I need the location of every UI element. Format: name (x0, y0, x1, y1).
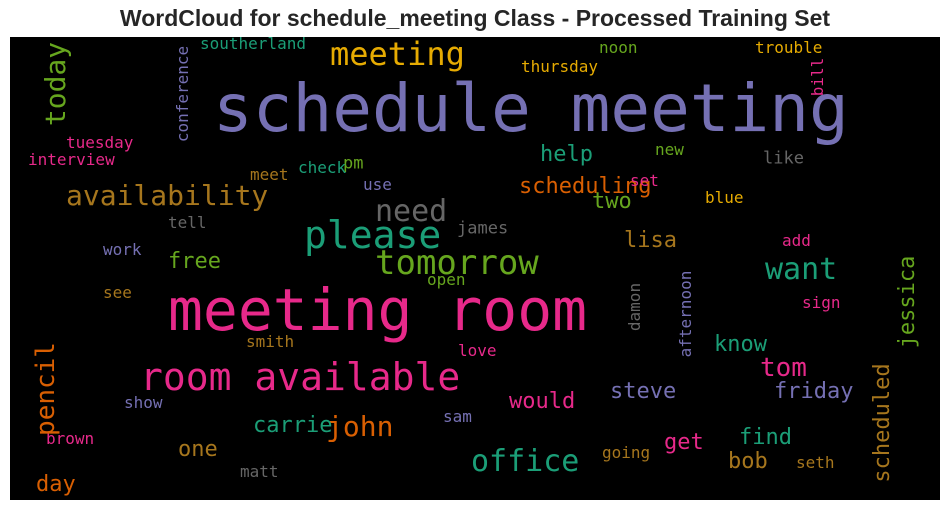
word-damon: seth (796, 453, 835, 472)
word-get: know (714, 332, 767, 357)
word-work: meet (250, 165, 289, 184)
word-conference: brown (46, 429, 95, 448)
word-matt: sign (802, 293, 841, 312)
word-two: tom (760, 353, 807, 383)
word-day: scheduled (870, 363, 895, 483)
word-please: please (304, 213, 442, 257)
word-interview: thursday (521, 57, 599, 76)
word-meet: trouble (755, 38, 823, 57)
word-open: use (363, 175, 392, 194)
word-show: add (782, 231, 811, 250)
word-set: tuesday (66, 133, 134, 152)
word-afternoon: matt (240, 462, 279, 481)
word-use: bill (808, 57, 827, 97)
word-meeting: meeting (330, 37, 465, 73)
word-find: free (168, 249, 221, 274)
word-need: need (375, 194, 448, 229)
word-pencil: love (458, 341, 497, 360)
word-jessica: show (124, 393, 163, 412)
word-seth: afternoon (676, 270, 695, 358)
word-brown: see (103, 283, 132, 302)
word-steve: two (592, 189, 632, 214)
word-sign: blue (705, 188, 744, 207)
word-love: work (103, 240, 142, 259)
word-new: southerland (200, 37, 306, 53)
word-scheduling: jessica (895, 255, 920, 349)
word-tom: today (39, 41, 72, 127)
word-today: smith (246, 332, 295, 351)
word-would: friday (774, 379, 854, 404)
word-james: one (178, 437, 218, 462)
word-southerland: like (763, 148, 804, 169)
word-add: check (298, 158, 347, 177)
word-going: damon (625, 282, 644, 332)
word-noon: day (36, 472, 76, 497)
word-free: scheduling (519, 174, 652, 199)
word-thursday: james (457, 218, 509, 239)
word-smith: tell (168, 213, 207, 232)
word-check: conference (173, 45, 192, 143)
word-know: find (739, 425, 792, 450)
word-meeting-room: meeting room (168, 276, 588, 344)
word-friday: lisa (624, 228, 677, 253)
word-pm: get (664, 430, 704, 455)
word-sam: open (427, 270, 466, 289)
word-scheduled: sam (443, 407, 472, 426)
word-tell: new (655, 140, 684, 159)
word-carrie: steve (610, 379, 677, 404)
word-trouble: pm (343, 153, 364, 174)
word-tomorrow: tomorrow (375, 243, 539, 283)
word-bill: going (602, 443, 651, 462)
word-john: john (326, 410, 394, 443)
word-room-available: room available (140, 355, 461, 399)
word-like: bob (728, 449, 768, 474)
word-lisa: help (540, 142, 593, 167)
word-blue: interview (28, 150, 115, 169)
word-office: office (471, 444, 580, 479)
word-one: carrie (253, 413, 333, 438)
word-see: set (630, 171, 659, 190)
word-bob: would (509, 389, 576, 414)
wordcloud-canvas: schedule meeting meeting room room avail… (10, 37, 940, 500)
word-availability: availability (66, 179, 269, 212)
figure-title: WordCloud for schedule_meeting Class - P… (119, 5, 831, 31)
word-schedule-meeting: schedule meeting (213, 70, 849, 147)
word-want: want (765, 252, 838, 287)
word-help: pencil (31, 342, 61, 436)
word-tuesday: noon (599, 38, 638, 57)
